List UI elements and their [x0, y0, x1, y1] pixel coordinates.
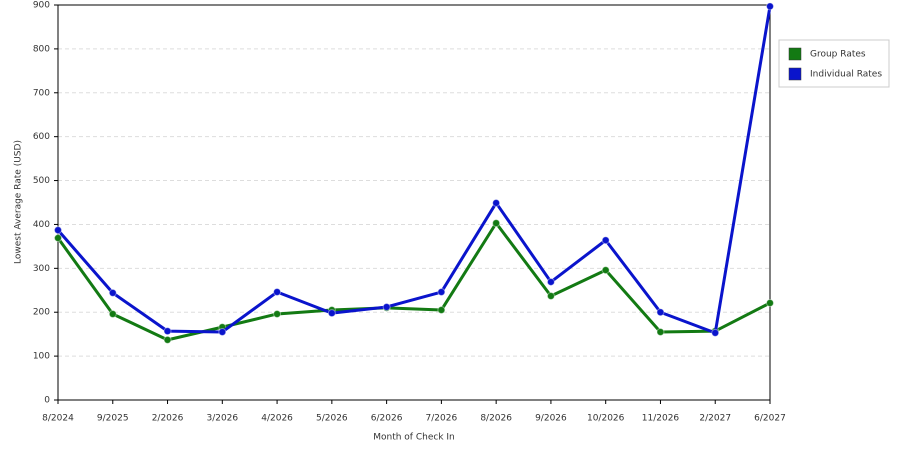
series-line [56, 6, 772, 335]
data-point [437, 306, 446, 315]
data-point [108, 309, 117, 318]
data-point [492, 198, 501, 207]
data-point [766, 299, 774, 308]
x-tick-label: 6/2027 [754, 414, 786, 424]
data-point [273, 309, 282, 318]
x-tick-label: 6/2026 [371, 414, 403, 424]
y-axis-label: Lowest Average Rate (USD) [14, 140, 24, 264]
data-point [382, 302, 391, 311]
x-tick-label: 8/2024 [42, 414, 74, 424]
y-tick-label: 800 [33, 44, 50, 54]
data-point [273, 288, 282, 297]
data-point [163, 335, 172, 344]
data-point [546, 277, 555, 286]
y-tick-label: 500 [33, 176, 50, 186]
legend-swatch [788, 67, 802, 81]
data-point [766, 2, 774, 11]
x-tick-label: 3/2026 [206, 414, 238, 424]
plot-frame [57, 4, 771, 401]
data-point [656, 308, 665, 317]
data-point [711, 328, 720, 337]
y-tick-label: 0 [44, 396, 50, 406]
x-tick-label: 4/2026 [261, 414, 293, 424]
series-line [56, 221, 771, 342]
x-tick-label: 11/2026 [642, 414, 680, 424]
y-tick-label: 400 [33, 220, 50, 230]
legend-swatch [788, 47, 802, 61]
data-point [492, 219, 501, 228]
data-point [327, 309, 336, 318]
x-tick-label: 7/2026 [426, 414, 458, 424]
data-point [437, 288, 446, 297]
x-tick-label: 5/2026 [316, 414, 348, 424]
x-axis-label: Month of Check In [373, 433, 455, 443]
x-tick-label: 10/2026 [587, 414, 625, 424]
y-tick-label: 700 [33, 88, 50, 98]
y-tick-label: 300 [33, 264, 50, 274]
legend-label: Individual Rates [810, 70, 882, 80]
data-point [163, 327, 172, 336]
x-tick-label: 2/2026 [152, 414, 184, 424]
y-tick-label: 600 [33, 132, 50, 142]
data-point [546, 291, 555, 300]
y-tick-label: 200 [33, 308, 50, 318]
x-tick-label: 8/2026 [480, 414, 512, 424]
x-tick-label: 9/2026 [535, 414, 567, 424]
data-point [54, 234, 62, 243]
x-tick-label: 2/2027 [699, 414, 731, 424]
x-tick-label: 9/2025 [97, 414, 129, 424]
data-point [601, 236, 610, 245]
data-point [108, 288, 117, 297]
data-point [54, 226, 62, 235]
data-point [218, 327, 227, 336]
y-tick-label: 100 [33, 352, 50, 362]
data-point [656, 327, 665, 336]
legend-label: Group Rates [810, 50, 866, 60]
data-point [601, 266, 610, 275]
y-tick-label: 900 [33, 1, 50, 11]
